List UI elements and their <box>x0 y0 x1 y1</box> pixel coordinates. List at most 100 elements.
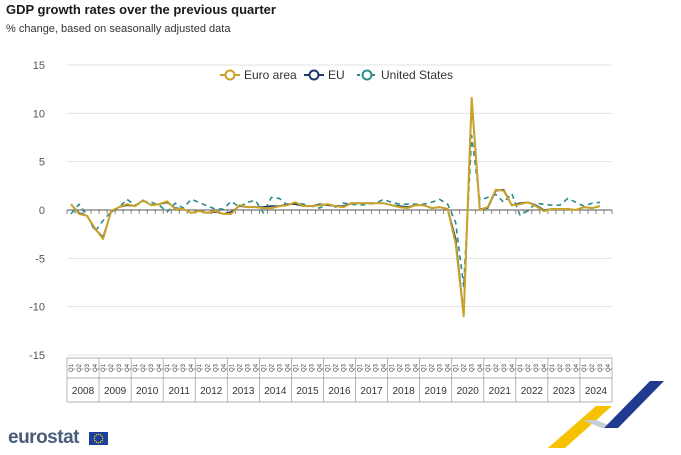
year-label: 2014 <box>264 386 287 397</box>
quarter-tick-label: Q1 <box>325 363 331 372</box>
quarter-tick-label: Q1 <box>486 363 492 372</box>
quarter-tick-label: Q1 <box>582 363 588 372</box>
quarter-tick-label: Q3 <box>85 363 91 372</box>
legend-marker <box>308 69 320 81</box>
eu-stars-icon <box>93 433 104 444</box>
legend-item[interactable]: EU <box>304 68 345 82</box>
y-tick-label: -10 <box>29 302 45 314</box>
year-label: 2012 <box>200 386 223 397</box>
quarter-tick-label: Q4 <box>446 363 452 372</box>
y-tick-label: 15 <box>33 60 45 72</box>
quarter-tick-label: Q3 <box>277 363 283 372</box>
y-tick-label: -15 <box>29 350 45 362</box>
quarter-tick-label: Q4 <box>542 363 548 372</box>
quarter-tick-label: Q3 <box>213 363 219 372</box>
quarter-tick-label: Q3 <box>598 363 604 372</box>
y-tick-label: -5 <box>35 253 45 265</box>
year-label: 2023 <box>553 386 576 397</box>
quarter-tick-label: Q4 <box>253 363 259 372</box>
series-lines <box>70 96 601 318</box>
flag-star <box>97 433 100 435</box>
quarter-tick-label: Q4 <box>285 363 291 372</box>
year-label: 2016 <box>328 386 351 397</box>
quarter-tick-label: Q3 <box>502 363 508 372</box>
flag-star <box>93 437 95 440</box>
grid-lines <box>67 64 612 356</box>
quarter-tick-label: Q4 <box>414 363 420 372</box>
quarter-tick-label: Q1 <box>69 363 75 372</box>
quarter-tick-label: Q4 <box>221 363 227 372</box>
quarter-tick-label: Q3 <box>470 363 476 372</box>
quarter-tick-label: Q1 <box>454 363 460 372</box>
quarter-tick-label: Q3 <box>566 363 572 372</box>
flag-star <box>102 437 104 440</box>
quarter-tick-label: Q4 <box>317 363 323 372</box>
quarter-tick-label: Q2 <box>237 363 243 372</box>
year-label: 2011 <box>168 386 190 397</box>
year-label: 2019 <box>425 386 448 397</box>
eurostat-logo: eurostat <box>8 427 79 448</box>
eu-flag-icon <box>89 432 108 445</box>
quarter-tick-label: Q1 <box>422 363 428 372</box>
quarter-tick-label: Q3 <box>342 363 348 372</box>
quarter-tick-label: Q2 <box>173 363 179 372</box>
quarter-tick-label: Q4 <box>574 363 580 372</box>
y-tick-label: 10 <box>33 108 45 120</box>
year-label: 2024 <box>585 386 608 397</box>
quarter-tick-label: Q2 <box>430 363 436 372</box>
series-line-euro-area <box>70 96 601 318</box>
flag-star <box>94 435 96 438</box>
quarter-tick-label: Q1 <box>518 363 524 372</box>
quarter-tick-label: Q4 <box>606 363 612 372</box>
year-label: 2013 <box>232 386 255 397</box>
flag-star <box>99 434 102 436</box>
quarter-tick-label: Q3 <box>149 363 155 372</box>
quarter-tick-label: Q2 <box>366 363 372 372</box>
quarter-tick-label: Q2 <box>77 363 83 372</box>
quarter-tick-label: Q4 <box>510 363 516 372</box>
series-line-united-states <box>70 134 601 288</box>
legend: Euro area EU United States <box>220 68 453 82</box>
quarter-tick-label: Q2 <box>205 363 211 372</box>
year-label: 2015 <box>296 386 319 397</box>
quarter-tick-label: Q1 <box>550 363 556 372</box>
quarter-tick-label: Q2 <box>590 363 596 372</box>
quarter-tick-label: Q3 <box>181 363 187 372</box>
legend-item[interactable]: Euro area <box>220 68 297 82</box>
legend-item[interactable]: United States <box>357 68 453 82</box>
quarter-tick-label: Q3 <box>406 363 412 372</box>
quarter-tick-label: Q1 <box>390 363 396 372</box>
flag-star <box>101 435 103 438</box>
chart-title: GDP growth rates over the previous quart… <box>6 2 276 17</box>
quarter-tick-label: Q1 <box>261 363 267 372</box>
quarter-tick-label: Q2 <box>269 363 275 372</box>
quarter-tick-label: Q2 <box>494 363 500 372</box>
quarter-tick-label: Q3 <box>374 363 380 372</box>
x-axis: Q1 Q2 Q3 Q4 Q1 Q2 Q3 Q4 Q1 Q2 Q3 Q4 Q1 Q2 Q3 Q4 Q1 Q2 Q3 Q4… <box>66 210 613 403</box>
quarter-tick-label: Q4 <box>478 363 484 372</box>
quarter-tick-label: Q2 <box>141 363 147 372</box>
quarter-tick-label: Q1 <box>133 363 139 372</box>
quarter-tick-label: Q2 <box>333 363 339 372</box>
legend-label: Euro area <box>244 68 297 82</box>
quarter-tick-label: Q4 <box>382 363 388 372</box>
yellow-stripe-decoration <box>548 406 612 448</box>
quarter-tick-label: Q2 <box>109 363 115 372</box>
year-label: 2017 <box>360 386 383 397</box>
quarter-tick-label: Q4 <box>93 363 99 372</box>
quarter-tick-label: Q2 <box>526 363 532 372</box>
chart-subtitle: % change, based on seasonally adjusted d… <box>6 23 231 35</box>
legend-marker <box>224 69 236 81</box>
y-tick-label: 0 <box>39 205 45 217</box>
legend-label: United States <box>381 68 453 82</box>
year-label: 2022 <box>521 386 544 397</box>
quarter-tick-label: Q2 <box>398 363 404 372</box>
quarter-tick-label: Q3 <box>245 363 251 372</box>
quarter-tick-label: Q2 <box>301 363 307 372</box>
quarter-tick-label: Q4 <box>350 363 356 372</box>
navy-stripe-decoration <box>604 381 664 428</box>
quarter-tick-label: Q3 <box>438 363 444 372</box>
quarter-tick-label: Q1 <box>293 363 299 372</box>
quarter-tick-label: Q1 <box>197 363 203 372</box>
quarter-tick-label: Q3 <box>309 363 315 372</box>
